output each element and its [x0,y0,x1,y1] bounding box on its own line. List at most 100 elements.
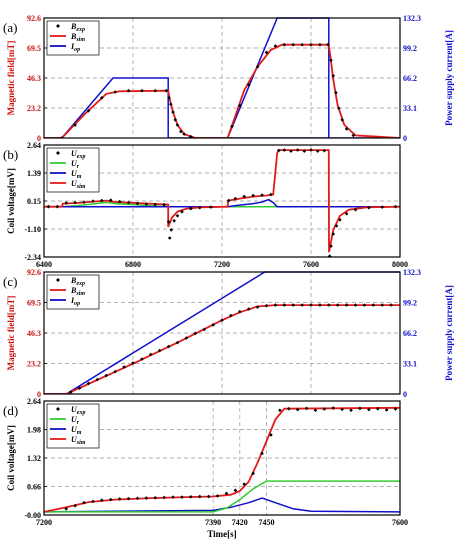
y-tick-label: 92.6 [27,14,41,23]
data-point-exp [380,205,384,209]
y-right-axis-label: Power supply current[A] [444,285,454,381]
series-line-sim [44,406,400,513]
y-tick-label: 69.5 [27,44,41,53]
data-point-exp [344,211,349,216]
data-point-exp [273,44,278,48]
legend-box [46,403,100,449]
data-point-exp [149,352,153,357]
y-right-tick-label: 33.1 [403,360,417,369]
data-point-exp [126,88,131,93]
data-point-exp [175,213,180,218]
data-point-exp [286,406,291,411]
data-point-exp [300,303,304,307]
data-point-exp [318,42,322,47]
data-point-exp [224,491,229,496]
data-point-exp [153,202,158,207]
data-point-exp [278,408,282,413]
data-point-exp [251,193,255,198]
series-line-m [44,198,400,208]
data-point-exp [331,232,336,236]
data-point-exp [313,408,318,413]
data-point-exp [179,129,183,134]
data-point-exp [282,148,287,152]
data-point-exp [255,64,260,69]
data-point-exp [251,471,255,476]
legend-label: Usim [71,435,86,446]
x-tick-label: 7200 [214,260,230,269]
data-point-exp [351,133,356,138]
plot-frame [43,17,401,139]
y-tick-label: 0 [37,134,41,143]
series-line-op [44,77,400,138]
data-point-exp [334,224,339,228]
y-axis-label: Coil voltage[mV] [6,168,16,234]
legend-label: Um [71,169,82,180]
y-right-tick-label: 99.2 [403,299,417,308]
data-point-exp [140,88,144,93]
data-point-exp [242,482,247,486]
data-point-exp [189,206,193,211]
legend-marker [56,407,60,411]
plot-frame [43,144,401,258]
legend-label: Bexp [70,22,85,33]
data-point-exp [180,209,184,214]
data-point-exp [104,373,109,378]
legend-label: Uexp [71,405,85,416]
data-point-exp [189,134,193,138]
panel-label: (c) [3,274,17,289]
data-point-exp [140,357,144,361]
y-tick-label: 0.15 [27,197,41,206]
x-axis-label: Time[s] [207,529,236,539]
data-point-exp [117,497,122,501]
data-point-exp [304,406,309,411]
data-point-exp [331,406,336,410]
panel-label: (d) [3,403,18,418]
data-point-exp [108,198,113,202]
data-point-exp [302,149,307,153]
data-point-exp [389,303,393,307]
data-point-exp [264,50,269,55]
y-tick-label: 0 [37,390,41,399]
data-point-exp [171,495,175,499]
y-tick-label: -1.10 [24,225,41,234]
legend-marker [56,24,60,28]
y-axis-label: Magnetic field[mT] [6,41,16,116]
data-point-exp [367,407,371,412]
legend-marker [56,278,60,282]
x-tick-label: 7390 [205,518,221,527]
data-point-exp [229,313,233,318]
data-point-exp [166,220,171,224]
data-point-exp [95,377,100,382]
y-right-tick-label: 0 [403,390,407,399]
data-point-exp [55,204,60,209]
data-point-exp [113,90,117,94]
data-point-exp [344,127,349,131]
data-point-exp [113,369,117,374]
y-tick-label: 46.3 [27,74,41,83]
data-point-exp [367,205,371,210]
data-point-exp [211,323,215,327]
data-point-exp [209,205,213,209]
data-point-exp [371,303,376,307]
y-right-tick-label: 0 [403,134,407,143]
data-point-exp [46,204,51,209]
data-point-exp [86,108,91,113]
data-point-exp [335,303,340,307]
data-point-exp [338,218,342,222]
data-point-exp [91,499,95,504]
data-point-exp [384,408,389,412]
legend-box [46,147,100,193]
data-point-exp [202,327,206,332]
y-tick-label: 2.64 [27,141,41,150]
data-point-exp [220,318,224,323]
data-point-exp [326,42,330,47]
data-point-exp [318,303,322,307]
data-point-exp [322,407,327,411]
data-point-exp [329,58,333,63]
data-point-exp [166,344,171,349]
plot-area [44,406,400,513]
y-right-tick-label: 132.3 [403,268,421,277]
y-right-tick-label: 33.1 [403,104,417,113]
